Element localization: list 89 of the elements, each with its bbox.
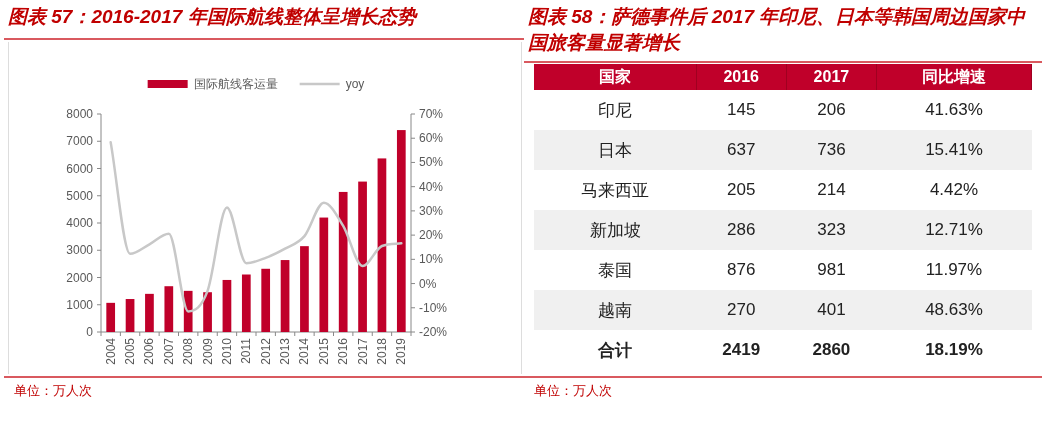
y2-tick-label: 10%: [419, 252, 444, 267]
bar: [280, 260, 290, 332]
bar: [203, 292, 212, 332]
category-label: 2017: [786, 64, 877, 90]
text: 15.41%: [925, 140, 983, 159]
legend-label: 国际航线客运量: [193, 77, 278, 91]
text: 41.63%: [925, 100, 983, 119]
y-tick-label: 2000: [66, 270, 94, 285]
bar: [106, 302, 116, 332]
category-label: 泰国: [598, 260, 633, 280]
bar: [338, 191, 348, 332]
category-label: 国家: [534, 64, 697, 90]
x-tick-label: 2019: [394, 337, 409, 365]
x-tick-label: 2004: [103, 337, 118, 365]
text: 214: [817, 180, 846, 199]
x-tick-label: 2009: [200, 337, 215, 365]
y2-tick-label: 70%: [419, 107, 444, 121]
text: 2860: [812, 340, 851, 359]
y2-tick-label: 30%: [419, 203, 444, 218]
y-tick-label: 0: [86, 325, 94, 339]
category-label: 同比增速: [876, 64, 1032, 90]
bar: [396, 130, 406, 332]
legend-label: yoy: [345, 77, 365, 91]
text: 981: [817, 260, 846, 279]
bar: [125, 299, 135, 332]
x-tick-label: 2018: [374, 337, 389, 365]
bar: [164, 286, 174, 332]
bar: [319, 217, 329, 332]
text: 323: [817, 220, 846, 239]
bar: [377, 158, 387, 332]
x-tick-label: 2013: [278, 337, 293, 365]
text: 206: [817, 100, 846, 119]
text: 145: [727, 100, 756, 119]
y-tick-label: 7000: [66, 134, 94, 149]
text: 736: [817, 140, 846, 159]
text: 单位：万人次: [534, 382, 612, 400]
y2-tick-label: 40%: [419, 179, 444, 194]
category-label: 合计: [598, 340, 633, 360]
x-tick-label: 2016: [336, 337, 351, 365]
x-tick-label: 2010: [219, 337, 234, 365]
bar: [241, 274, 251, 332]
y-tick-label: 3000: [66, 243, 94, 258]
y2-tick-label: 60%: [419, 131, 444, 146]
bar: [300, 246, 309, 332]
y2-tick-label: -10%: [419, 300, 448, 315]
text: 48.63%: [925, 300, 983, 319]
category-label: 新加坡: [589, 220, 641, 240]
text: 637: [727, 140, 756, 159]
text: 单位：万人次: [14, 382, 92, 400]
text: 11.97%: [925, 260, 983, 279]
bar: [145, 293, 154, 332]
y-tick-label: 6000: [66, 161, 94, 176]
text: 图表 58：萨德事件后 2017 年印尼、日本等韩国周边国家中国旅客量显著增长: [528, 5, 1027, 55]
x-tick-label: 2005: [123, 337, 138, 365]
text: 876: [727, 260, 756, 279]
y2-tick-label: -20%: [419, 325, 448, 339]
x-tick-label: 2008: [181, 337, 196, 365]
category-label: 越南: [598, 300, 633, 320]
category-label: 印尼: [598, 100, 633, 120]
x-tick-label: 2011: [239, 337, 254, 364]
category-label: 日本: [598, 140, 633, 160]
y2-tick-label: 50%: [419, 155, 444, 170]
x-tick-label: 2012: [258, 337, 273, 365]
category-label: 马来西亚: [581, 180, 650, 200]
text: 12.71%: [925, 220, 983, 239]
x-tick-label: 2006: [142, 337, 157, 365]
y-tick-label: 1000: [66, 297, 94, 312]
text: 4.42%: [929, 180, 979, 199]
category-label: 2016: [696, 64, 787, 90]
y-tick-label: 8000: [66, 107, 94, 121]
x-tick-label: 2017: [355, 337, 370, 365]
y2-tick-label: 20%: [419, 228, 444, 243]
bar: [222, 279, 232, 332]
x-tick-label: 2015: [316, 337, 331, 365]
text: 2419: [722, 340, 761, 359]
text: 270: [727, 300, 756, 319]
text: 401: [817, 300, 846, 319]
text: 205: [727, 180, 756, 199]
bar: [358, 181, 367, 332]
chart-title: 图表 57：2016-2017 年国际航线整体呈增长态势: [8, 5, 416, 29]
x-tick-label: 2014: [297, 337, 312, 365]
bar: [261, 268, 271, 332]
y-tick-label: 4000: [66, 216, 94, 230]
x-tick-label: 2007: [161, 337, 176, 365]
line-series: [109, 141, 403, 313]
y-tick-label: 5000: [66, 188, 94, 203]
text: 286: [727, 220, 756, 239]
y2-tick-label: 0%: [419, 276, 437, 291]
text: 18.19%: [925, 340, 983, 359]
